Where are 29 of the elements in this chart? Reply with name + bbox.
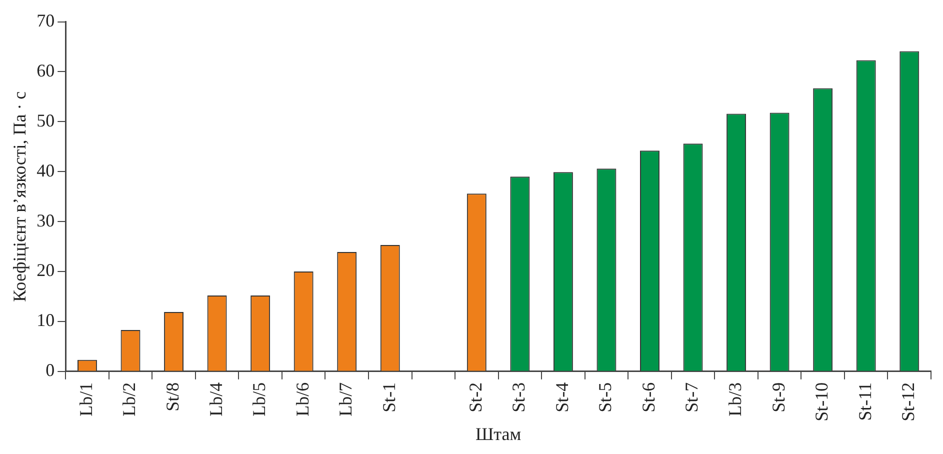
x-tick-label: Lb/7 xyxy=(336,382,356,416)
x-tick-label: Lb/1 xyxy=(76,382,96,416)
x-tick-label: Lb/6 xyxy=(292,382,312,416)
y-axis-title: Коефіцієнт в’язкості, Па · с xyxy=(10,91,30,302)
x-tick-label: St-7 xyxy=(682,382,702,412)
y-tick-label: 40 xyxy=(36,160,55,180)
x-tick-label: St-9 xyxy=(768,382,788,412)
x-tick-label: St/8 xyxy=(162,382,183,412)
x-tick-label: Lb/2 xyxy=(119,382,140,416)
y-tick-label: 20 xyxy=(36,260,55,280)
x-tick-label: St-12 xyxy=(898,382,918,422)
y-tick-label: 0 xyxy=(46,360,55,380)
y-tick-label: 70 xyxy=(36,10,55,31)
y-tick-label: 50 xyxy=(36,110,55,130)
x-tick-label: St-10 xyxy=(812,382,832,422)
x-axis-title: Штам xyxy=(475,424,522,444)
x-tick-label: Lb/5 xyxy=(249,382,270,416)
x-tick-label: Lb/4 xyxy=(206,382,226,416)
y-tick-label: 30 xyxy=(36,210,55,230)
y-tick-label: 60 xyxy=(36,60,55,80)
x-tick-label: St-11 xyxy=(854,382,875,421)
x-tick-label: Lb/3 xyxy=(725,382,746,416)
x-tick-label: St-3 xyxy=(508,382,529,412)
x-tick-label: St-6 xyxy=(638,382,658,412)
x-tick-label: St-1 xyxy=(378,382,399,412)
x-tick-label: St-5 xyxy=(595,382,616,412)
y-tick-label: 10 xyxy=(36,310,55,330)
x-tick-label: St-4 xyxy=(552,382,572,412)
x-tick-label: St-2 xyxy=(465,382,486,412)
